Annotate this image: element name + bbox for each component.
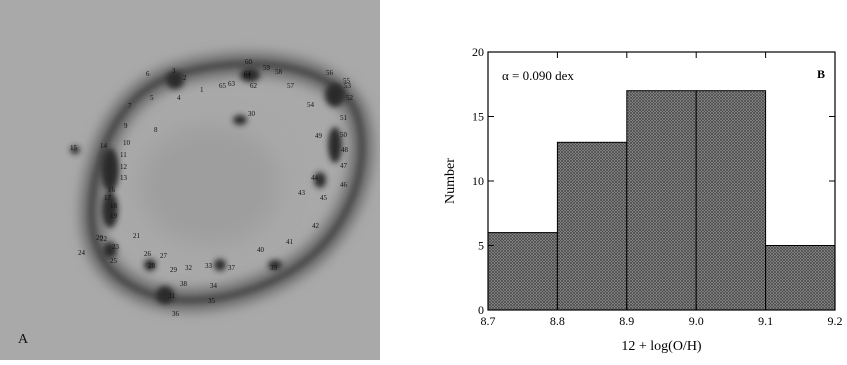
knot-label: 51 — [340, 114, 348, 122]
y-tick-label: 15 — [472, 110, 484, 124]
knot-label: 54 — [307, 101, 315, 109]
knot-label: 61 — [244, 72, 252, 80]
knot-label: 43 — [298, 189, 306, 197]
knot-label: 46 — [340, 181, 348, 189]
knot-label: 13 — [120, 174, 128, 182]
knot-label: 8 — [154, 126, 158, 134]
knot-label: 58 — [275, 68, 283, 76]
knot-label: 50 — [340, 131, 348, 139]
knot-label: 12 — [120, 163, 128, 171]
histogram-chart: 0 5 10 15 20 8.7 8.8 8.9 9.0 9.1 9.2 α = 0.090 de… — [443, 45, 843, 354]
knot-label: 48 — [341, 146, 349, 154]
knot-label: 1 — [200, 86, 204, 94]
histogram-bar-1 — [487, 232, 558, 311]
knot-label: 53 — [344, 82, 352, 90]
panel-b-letter: B — [817, 67, 825, 81]
knot-label: 3 — [172, 67, 176, 75]
knot-label: 59 — [263, 64, 271, 72]
knot-label: 38 — [180, 280, 188, 288]
knot-label: 2 — [183, 74, 187, 82]
x-tick-label: 9.0 — [689, 314, 704, 328]
histogram-panel: 0 5 10 15 20 8.7 8.8 8.9 9.0 9.1 9.2 α = 0.090 de… — [430, 32, 847, 360]
knot-label: 42 — [312, 222, 320, 230]
x-axis-ticks: 8.7 8.8 8.9 9.0 9.1 9.2 — [481, 52, 843, 328]
knot-label: 63 — [228, 80, 236, 88]
knot-label: 36 — [172, 310, 180, 318]
knot-label: 64 — [244, 70, 252, 78]
knot-label: 11 — [120, 151, 127, 159]
knot-label: 45 — [320, 194, 328, 202]
knot-label: 28 — [148, 262, 156, 270]
x-tick-label: 9.1 — [758, 314, 773, 328]
knot-label: 55 — [343, 77, 351, 85]
knot-label: 27 — [160, 252, 168, 260]
y-tick-label: 5 — [478, 239, 484, 253]
knot-label: 37 — [228, 264, 236, 272]
knot-label: 40 — [257, 246, 265, 254]
knot-label: 21 — [133, 232, 141, 240]
knot-label: 17 — [104, 194, 112, 202]
knot-label: 34 — [210, 282, 218, 290]
galaxy-image-panel: 1 2 3 4 5 6 7 8 9 10 11 12 13 14 15 16 17 18 19 20 21 22 23 24 2… — [0, 0, 380, 360]
knot-label: 56 — [326, 69, 334, 77]
histogram-bars — [487, 90, 836, 311]
knot-label: 32 — [185, 264, 193, 272]
histogram-bar-5 — [765, 245, 836, 311]
knot-label: 35 — [208, 297, 216, 305]
knot-label: 44 — [311, 174, 319, 182]
knot-label: 18 — [110, 202, 118, 210]
knot-label: 62 — [250, 82, 258, 90]
knot-label: 7 — [128, 102, 132, 110]
y-tick-label: 0 — [478, 303, 484, 317]
knot-label: 39 — [270, 264, 278, 272]
knot-label: 33 — [205, 262, 213, 270]
knot-label: 29 — [170, 266, 178, 274]
x-tick-label: 8.7 — [481, 314, 496, 328]
knot-label: 19 — [110, 212, 118, 220]
histogram-bar-4 — [695, 90, 767, 311]
knot-label: 15 — [70, 144, 78, 152]
knot-label: 60 — [245, 58, 253, 66]
knot-label: 6 — [146, 70, 150, 78]
x-tick-label: 9.2 — [828, 314, 843, 328]
knot-label: 31 — [168, 292, 176, 300]
knot-label: 57 — [287, 82, 295, 90]
knot-label: 47 — [340, 162, 348, 170]
knot-label: 9 — [124, 122, 128, 130]
x-tick-label: 8.9 — [619, 314, 634, 328]
knot-label: 16 — [108, 186, 116, 194]
panel-a-letter: A — [18, 332, 29, 347]
knot-label: 10 — [123, 139, 131, 147]
knot-label: 14 — [100, 142, 108, 150]
knot-label: 5 — [150, 94, 154, 102]
histogram-bar-2 — [556, 141, 628, 311]
knot-label: 4 — [177, 94, 181, 102]
knot-label: 26 — [144, 250, 152, 258]
knot-label: 20 — [96, 234, 104, 242]
alpha-annotation: α = 0.090 dex — [502, 68, 574, 83]
inner-diffuse-glow — [140, 125, 280, 245]
bright-knots — [70, 68, 345, 304]
x-tick-label: 8.8 — [550, 314, 565, 328]
knot-label: 41 — [286, 238, 294, 246]
knot-label: 22 — [100, 235, 108, 243]
y-tick-label: 20 — [472, 45, 484, 59]
knot-label: 30 — [248, 110, 256, 118]
knot-label: 65 — [219, 82, 227, 90]
knot-label: 25 — [110, 257, 118, 265]
knot-label: 24 — [78, 249, 86, 257]
y-axis-label: Number — [443, 158, 458, 204]
histogram-bar-3 — [626, 90, 697, 311]
y-axis-ticks: 0 5 10 15 20 — [472, 45, 835, 317]
knot-label: 52 — [346, 94, 354, 102]
x-axis-label: 12 + log(O/H) — [621, 339, 702, 354]
knot-label: 23 — [112, 243, 120, 251]
y-tick-label: 10 — [472, 174, 484, 188]
knot-label: 49 — [315, 132, 323, 140]
